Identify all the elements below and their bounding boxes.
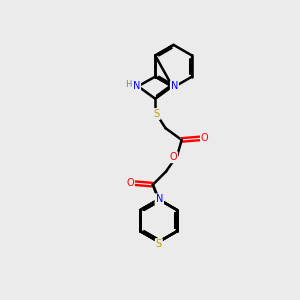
Text: N: N <box>171 81 178 91</box>
Text: H: H <box>125 80 132 89</box>
Text: N: N <box>156 194 163 204</box>
Text: S: S <box>156 239 162 249</box>
Text: O: O <box>169 152 177 162</box>
Text: S: S <box>154 109 160 119</box>
Text: N: N <box>156 195 163 205</box>
Text: H: H <box>125 80 132 89</box>
Text: O: O <box>201 134 208 143</box>
Text: O: O <box>169 152 177 162</box>
Text: N: N <box>133 81 140 91</box>
Text: O: O <box>126 178 134 188</box>
Text: S: S <box>156 239 162 249</box>
Text: N: N <box>171 81 178 91</box>
Text: S: S <box>154 109 160 119</box>
Text: O: O <box>126 178 134 188</box>
Text: O: O <box>201 134 208 143</box>
Text: N: N <box>133 81 140 91</box>
Text: N: N <box>156 194 163 204</box>
Text: O: O <box>126 178 134 188</box>
